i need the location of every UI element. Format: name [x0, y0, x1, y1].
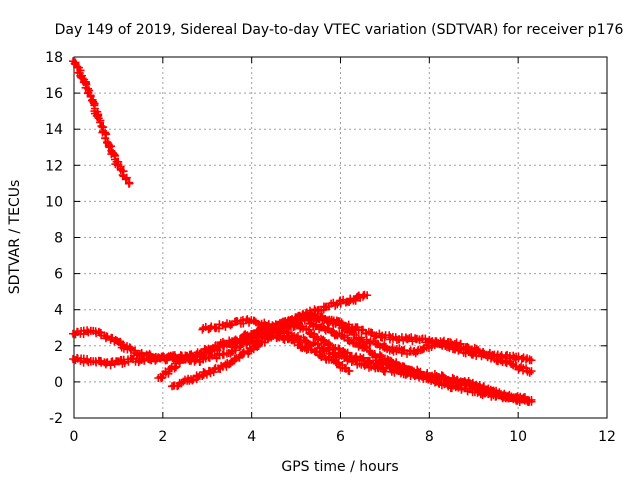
grid: [74, 57, 607, 418]
x-tick-label: 4: [247, 429, 256, 445]
series-marker-cluster: [154, 311, 536, 383]
x-tick-label: 12: [598, 429, 616, 445]
series-track-d: [154, 311, 536, 383]
x-tick-label: 0: [70, 429, 79, 445]
x-tick-label: 8: [425, 429, 434, 445]
series-track-h: [305, 319, 532, 405]
y-tick-label: 0: [54, 375, 63, 391]
data-series: [69, 57, 536, 406]
x-tick-label: 2: [158, 429, 167, 445]
series-marker-cluster: [305, 319, 532, 405]
series-track-g: [242, 329, 354, 376]
x-tick-label: 6: [336, 429, 345, 445]
y-axis-label: SDTVAR / TECUs: [7, 180, 23, 295]
y-tick-label: 6: [54, 267, 63, 283]
series-marker-cluster: [69, 57, 134, 188]
x-axis-label: GPS time / hours: [281, 459, 398, 475]
chart-title: Day 149 of 2019, Sidereal Day-to-day VTE…: [55, 22, 624, 38]
y-tick-label: 4: [54, 303, 63, 319]
series-track-a: [69, 57, 134, 188]
axis-ticks: 0 2 4 6 8 10 12 -2 0 2 4 6 8 10 12 14 16 18: [45, 50, 616, 445]
y-tick-label: 16: [45, 86, 63, 102]
series-marker-cluster: [242, 329, 354, 376]
y-tick-label: 14: [45, 122, 63, 138]
x-tick-label: 10: [509, 429, 527, 445]
y-tick-label: 8: [54, 231, 63, 247]
y-tick-label: 18: [45, 50, 63, 66]
y-tick-label: -2: [49, 411, 63, 427]
y-tick-label: 12: [45, 158, 63, 174]
y-tick-label: 10: [45, 194, 63, 210]
y-tick-label: 2: [54, 339, 63, 355]
